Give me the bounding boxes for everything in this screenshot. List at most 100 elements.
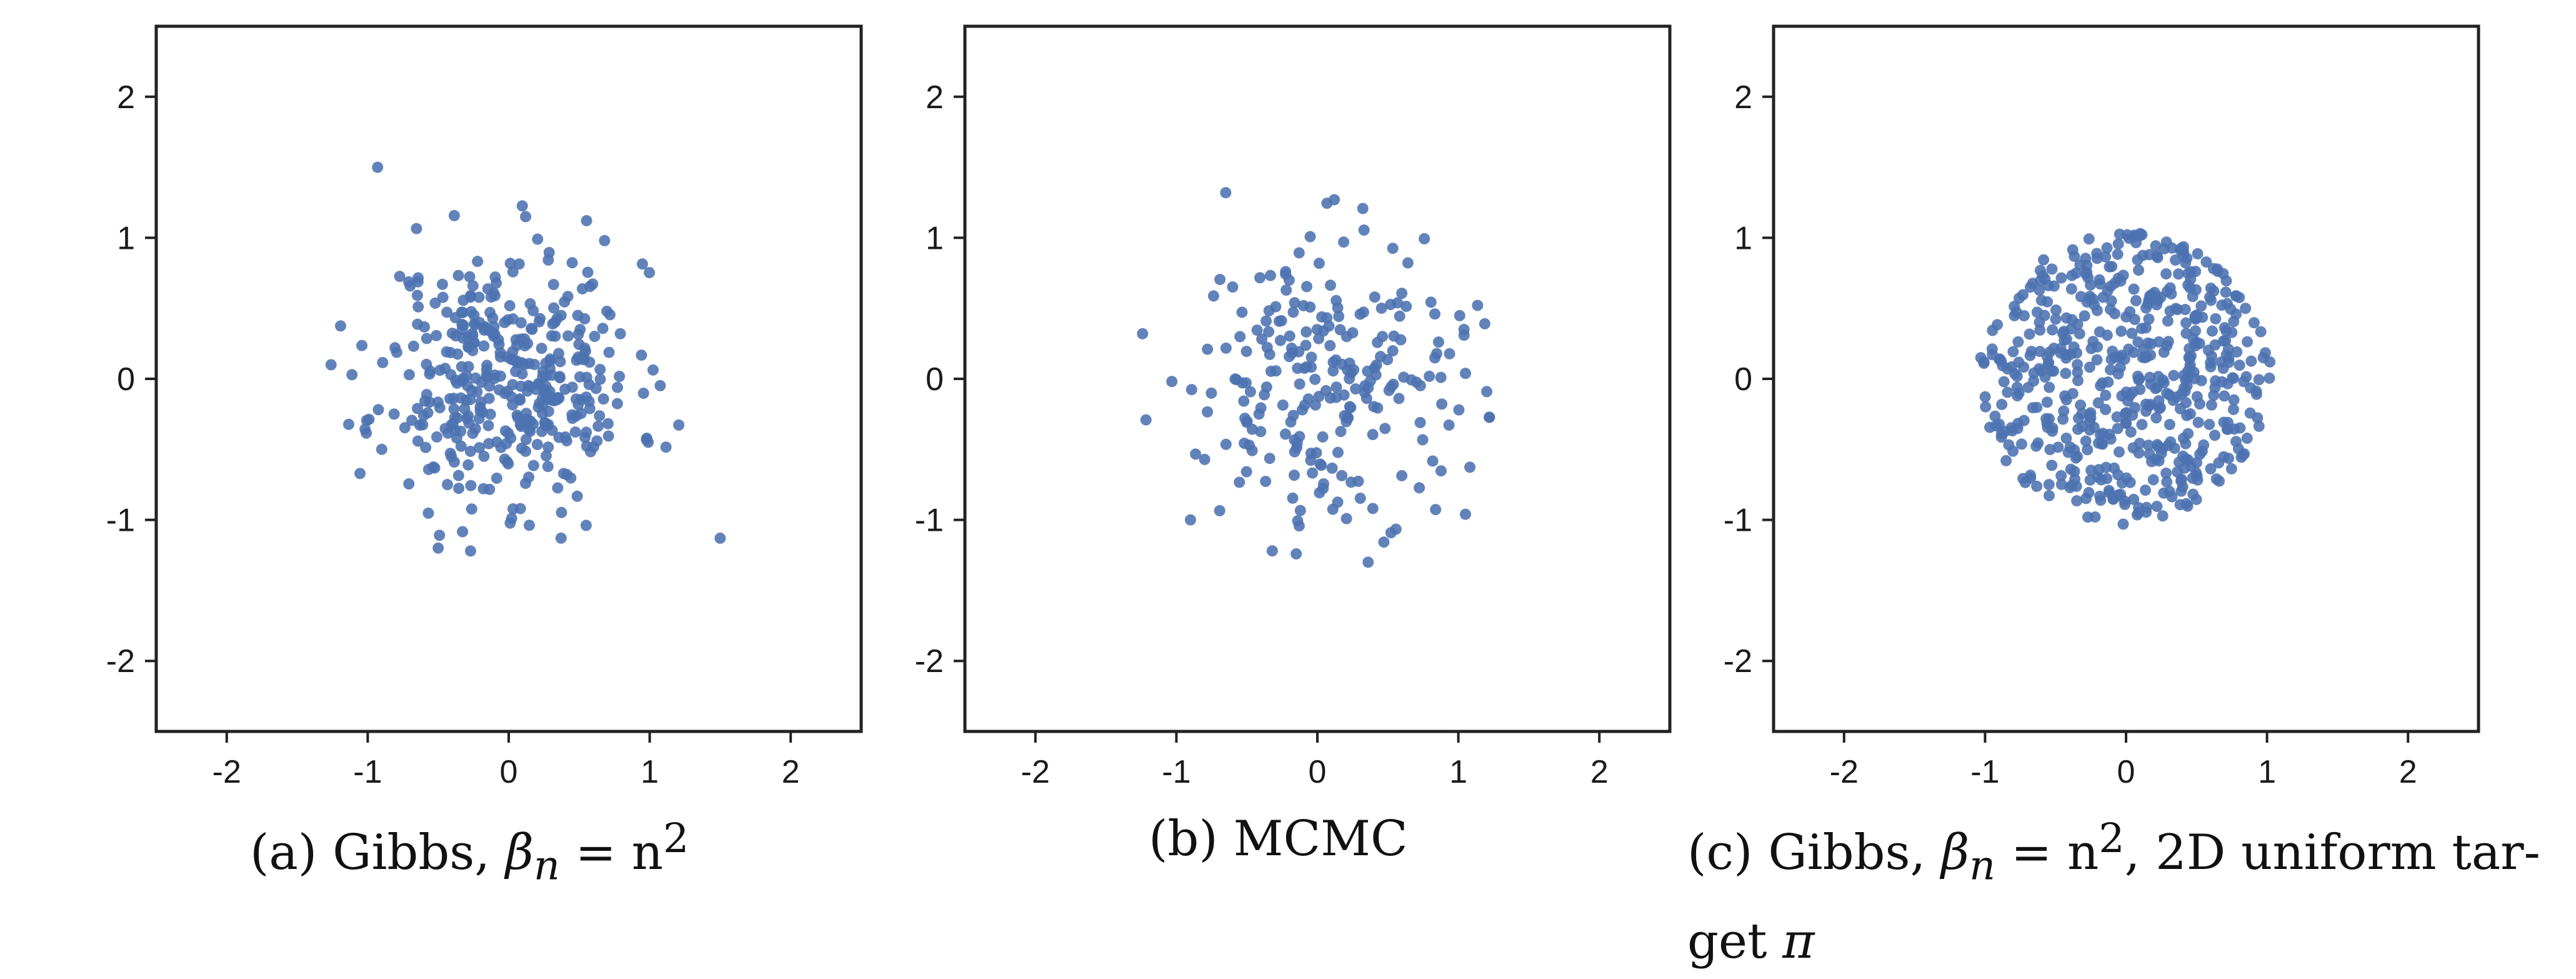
data-point (1238, 395, 1250, 407)
data-point (1362, 365, 1374, 377)
data-point (1994, 418, 2005, 430)
data-point (2200, 256, 2212, 268)
data-point (592, 420, 604, 432)
data-point (507, 399, 519, 411)
data-point (2115, 275, 2127, 287)
data-point (2139, 484, 2151, 496)
data-point (487, 312, 499, 324)
data-point (2231, 346, 2243, 358)
data-point (411, 289, 423, 301)
data-point (2055, 272, 2067, 284)
data-point (2218, 416, 2230, 428)
data-point (1323, 320, 1335, 332)
data-point (481, 359, 493, 371)
data-point (1190, 448, 1202, 460)
data-point (2228, 316, 2240, 328)
data-point (2253, 420, 2265, 432)
data-point (482, 419, 494, 431)
y-tick-label: 2 (117, 79, 135, 116)
data-point (1214, 274, 1226, 286)
data-point (1342, 411, 1354, 423)
data-point (2134, 228, 2146, 239)
data-point (2018, 414, 2030, 426)
y-tick-label: 0 (926, 361, 944, 398)
data-point (1338, 389, 1350, 401)
data-point (2047, 324, 2059, 336)
data-point (2101, 329, 2113, 341)
data-point (2005, 361, 2017, 373)
data-point (1314, 458, 1326, 470)
data-point (2080, 435, 2092, 447)
data-point (2147, 474, 2159, 486)
data-point (403, 478, 415, 490)
data-point (531, 439, 543, 451)
data-point (566, 257, 578, 269)
caption-c: (c) Gibbs, βn = n2, 2D uniform tar- get … (1687, 815, 2540, 970)
data-point (2091, 354, 2103, 366)
data-point (472, 256, 484, 268)
data-point (2128, 493, 2140, 505)
data-point (544, 353, 556, 365)
data-point (603, 346, 615, 358)
data-point (2101, 473, 2113, 484)
data-point (2264, 356, 2276, 368)
data-point (1378, 536, 1390, 548)
data-point (446, 328, 458, 339)
y-tick-label: 2 (1734, 79, 1752, 116)
data-point (2104, 428, 2115, 440)
data-point (1289, 446, 1300, 458)
data-point (1368, 401, 1380, 413)
data-point (2143, 313, 2155, 325)
data-point (376, 443, 387, 455)
data-point (2082, 444, 2094, 456)
data-point (599, 234, 611, 246)
data-point (1305, 361, 1317, 373)
data-point (1292, 515, 1304, 527)
data-point (2154, 403, 2165, 414)
data-point (2043, 479, 2055, 491)
data-point (1324, 392, 1336, 404)
data-point (1281, 284, 1292, 296)
data-point (1402, 257, 1414, 269)
data-point (1202, 406, 1214, 418)
data-point (2152, 251, 2164, 263)
data-point (1293, 247, 1305, 259)
data-point (1417, 434, 1429, 446)
data-point (637, 388, 649, 399)
data-point (537, 392, 549, 404)
y-tick-label: -1 (915, 503, 944, 539)
data-point (1427, 455, 1439, 467)
data-point (1294, 505, 1306, 516)
data-point (2111, 411, 2123, 423)
data-point (2240, 371, 2252, 383)
data-point (455, 440, 467, 452)
data-point (1987, 324, 1999, 336)
data-point (591, 435, 603, 447)
data-point (2071, 495, 2083, 507)
data-point (452, 348, 464, 360)
data-point (2066, 314, 2078, 326)
data-point (2057, 328, 2069, 339)
data-point (1398, 371, 1410, 383)
data-point (594, 363, 606, 375)
y-tick-label: 0 (1734, 361, 1752, 398)
data-point (2245, 355, 2257, 367)
data-point (532, 233, 544, 245)
data-point (2080, 493, 2092, 505)
data-point (519, 478, 531, 490)
data-point (463, 417, 475, 429)
data-point (1390, 523, 1402, 535)
data-point (597, 393, 609, 405)
data-point (2150, 291, 2162, 303)
data-point (372, 161, 384, 173)
data-point (2234, 359, 2245, 371)
data-point (2252, 412, 2264, 424)
data-point (2096, 438, 2108, 449)
data-point (521, 413, 533, 425)
data-point (537, 371, 549, 383)
data-point (1458, 324, 1470, 336)
data-point (2242, 336, 2254, 348)
data-point (2052, 441, 2064, 453)
data-point (1340, 513, 1352, 525)
data-point (2100, 404, 2112, 416)
